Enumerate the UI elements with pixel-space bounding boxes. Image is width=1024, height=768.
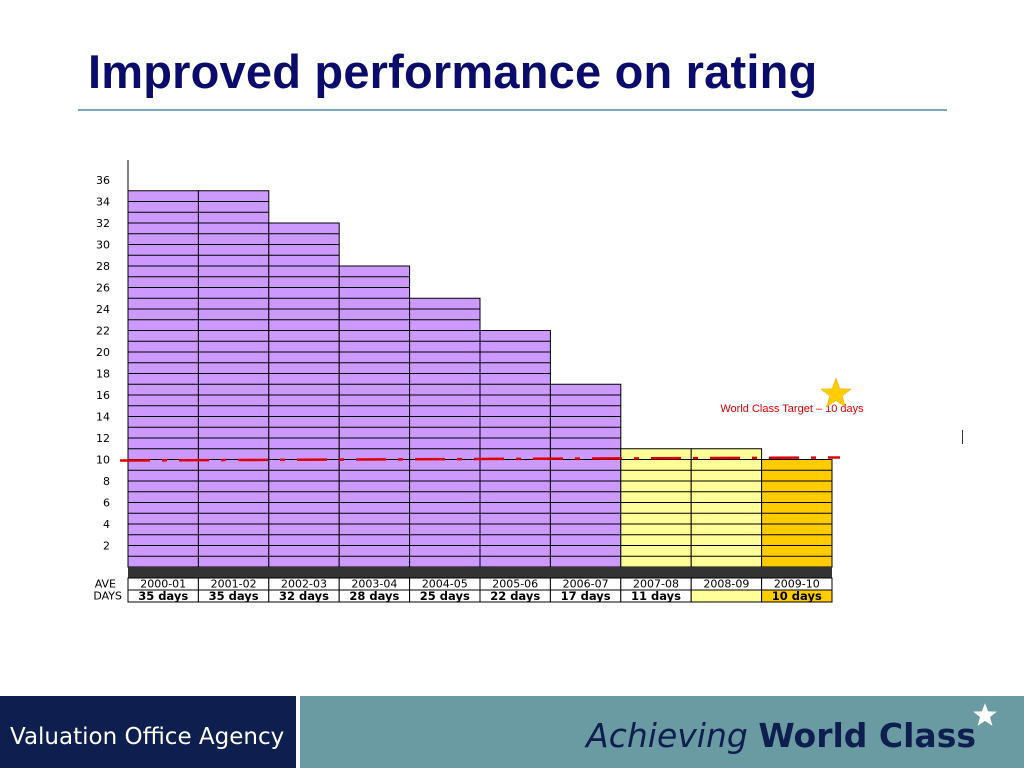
- footer-divider: [296, 696, 300, 768]
- bar: [549, 383, 622, 568]
- data-label-days: 35 days: [138, 589, 188, 603]
- data-label-days: 11 days: [631, 589, 681, 603]
- star-icon: [973, 703, 997, 726]
- bar-2003-04: [338, 265, 411, 568]
- row-label-days: DAYS: [93, 590, 122, 603]
- x-tick-label: 2002-03: [281, 578, 327, 591]
- y-tick-label: 22: [96, 325, 110, 338]
- x-tick-label: 2008-09: [703, 578, 749, 591]
- x-tick-label: 2006-07: [563, 578, 609, 591]
- x-tick-label: 2007-08: [633, 578, 679, 591]
- bar-2004-05: [409, 297, 481, 568]
- y-tick-label: 26: [96, 282, 110, 295]
- title-divider: [78, 109, 947, 111]
- divider-mark: [962, 430, 963, 444]
- y-tick-label: 28: [96, 260, 110, 273]
- data-label-days: 32 days: [279, 589, 329, 603]
- x-tick-label: 2000-01: [140, 578, 186, 591]
- bar-2000-01: [127, 190, 199, 568]
- row-label-ave: AVE: [95, 578, 116, 591]
- bar-2005-06: [479, 330, 551, 568]
- y-tick-label: 32: [96, 217, 110, 230]
- bar: [690, 448, 763, 568]
- x-tick-label: 2005-06: [492, 578, 538, 591]
- y-tick-label: 34: [96, 196, 110, 209]
- data-label-days: 35 days: [209, 589, 259, 603]
- y-tick-label: 18: [96, 368, 110, 381]
- bar-2001-02: [197, 190, 270, 568]
- data-label-days: 25 days: [420, 589, 470, 603]
- slide-title: Improved performance on rating: [88, 45, 818, 98]
- y-tick-label: 14: [96, 411, 110, 424]
- bar-2009-10: [761, 459, 833, 568]
- bar: [620, 448, 692, 568]
- bar-2006-07: [549, 383, 622, 568]
- bar-2007-08: [620, 448, 692, 568]
- tagline: Achieving World Class: [586, 716, 976, 755]
- y-tick-label: 36: [96, 174, 110, 187]
- data-label-days: 10 days: [772, 589, 822, 603]
- base-band: [128, 567, 832, 578]
- data-label-days: 28 days: [349, 589, 399, 603]
- data-label-days: 17 days: [561, 589, 611, 603]
- performance-chart: 24681012141618202224262830323436AVEDAYS2…: [93, 160, 864, 603]
- footer-agency-panel: Valuation Office Agency: [0, 696, 296, 768]
- agency-name: Valuation Office Agency: [10, 724, 285, 750]
- target-line: [119, 456, 841, 462]
- bar: [127, 190, 199, 568]
- bar-2008-09: [690, 448, 763, 568]
- bar: [409, 297, 481, 568]
- x-tick-label: 2001-02: [211, 578, 257, 591]
- tagline-italic: Achieving: [586, 716, 748, 755]
- x-tick-label: 2004-05: [422, 578, 468, 591]
- days-cell: [761, 589, 833, 603]
- y-tick-label: 8: [103, 475, 110, 488]
- footer-tagline-panel: Achieving World Class: [300, 696, 1024, 768]
- bar-2002-03: [268, 222, 340, 568]
- y-tick-label: 24: [96, 303, 110, 316]
- tagline-bold: World Class: [758, 716, 976, 755]
- y-tick-label: 2: [103, 540, 110, 553]
- bar: [197, 190, 270, 568]
- days-cell: [690, 589, 763, 603]
- data-label-days: 22 days: [490, 589, 540, 603]
- y-tick-label: 30: [96, 239, 110, 252]
- y-tick-label: 10: [96, 454, 110, 467]
- y-tick-label: 6: [103, 497, 110, 510]
- y-tick-label: 12: [96, 432, 110, 445]
- star-icon: [820, 377, 852, 408]
- x-tick-label: 2009-10: [774, 578, 820, 591]
- footer-banner: Valuation Office Agency Achieving World …: [0, 696, 1024, 768]
- y-tick-label: 20: [96, 346, 110, 359]
- y-tick-label: 4: [103, 518, 110, 531]
- x-tick-label: 2003-04: [351, 578, 397, 591]
- y-tick-label: 16: [96, 389, 110, 402]
